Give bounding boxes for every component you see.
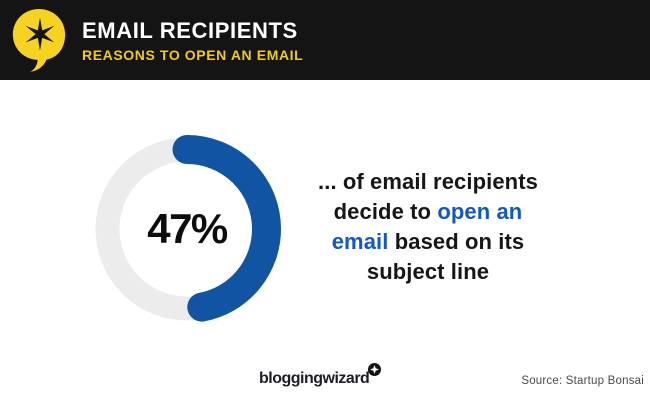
header-bar: EMAIL RECIPIENTS REASONS TO OPEN AN EMAI… [0, 0, 650, 80]
statement-text: ... of email recipients decide to open a… [291, 167, 565, 287]
page-title: EMAIL RECIPIENTS [82, 18, 298, 43]
bloggingwizard-logo: bloggingwizard [259, 363, 382, 388]
statement-line-1: ... of email recipients [318, 169, 538, 194]
donut-chart: 47% [92, 134, 282, 324]
header-text-block: EMAIL RECIPIENTS REASONS TO OPEN AN EMAI… [82, 18, 304, 64]
highlight-open-an: open an [437, 199, 523, 224]
speech-bubble-star-icon [12, 8, 66, 72]
donut-center-value: 47% [147, 205, 228, 252]
star-glyph [25, 17, 55, 51]
highlight-email: email [331, 229, 389, 254]
statement-line-2: decide to open an [333, 199, 523, 224]
statement-line-4: subject line [366, 259, 490, 284]
logo-text: bloggingwizard [259, 370, 370, 387]
source-attribution: Source: Startup Bonsai [521, 375, 644, 387]
page-subtitle: REASONS TO OPEN AN EMAIL [82, 47, 304, 63]
sparkle-badge-icon [368, 363, 382, 381]
donut-value-arc [93, 135, 281, 323]
statement-line-3: email based on its [331, 229, 525, 254]
